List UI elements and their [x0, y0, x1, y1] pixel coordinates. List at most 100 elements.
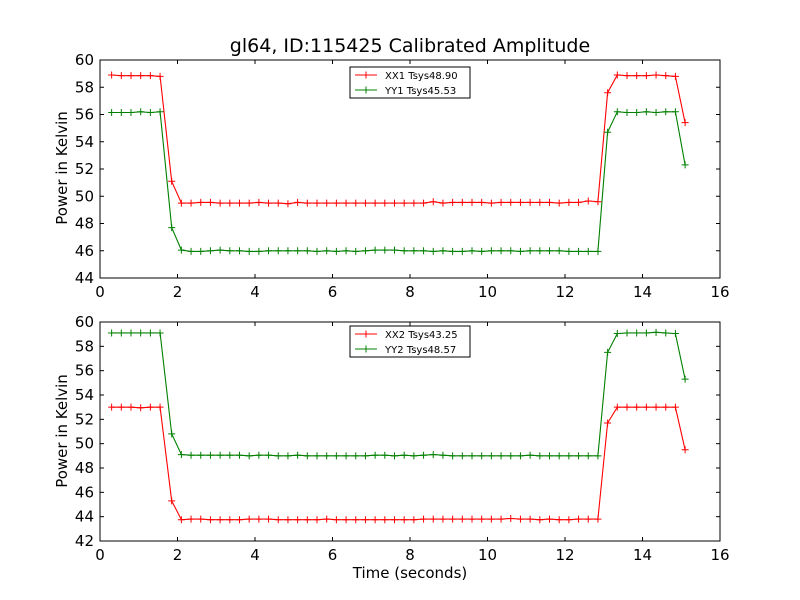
data-point: [156, 72, 164, 80]
data-point: [371, 516, 379, 524]
data-point: [662, 72, 670, 80]
data-point: [449, 452, 457, 460]
data-point: [371, 199, 379, 207]
data-point: [623, 72, 631, 80]
data-point: [439, 247, 447, 255]
data-point: [671, 330, 679, 338]
x-tick-label: 6: [328, 546, 338, 564]
data-point: [245, 199, 253, 207]
data-point: [516, 452, 524, 460]
data-point: [303, 452, 311, 460]
data-point: [546, 515, 553, 523]
data-point: [391, 246, 398, 254]
data-point: [303, 247, 311, 255]
data-point: [146, 108, 154, 116]
data-point: [565, 452, 573, 460]
data-point: [332, 247, 340, 255]
data-point: [633, 329, 641, 337]
y-tick-label: 48: [75, 215, 94, 233]
data-point: [245, 452, 253, 460]
x-tick-label: 16: [710, 546, 729, 564]
data-point: [429, 451, 437, 459]
data-point: [323, 515, 331, 523]
data-point: [458, 247, 466, 255]
data-point: [303, 199, 311, 207]
data-point: [681, 375, 689, 383]
data-point: [236, 451, 243, 459]
data-point: [468, 452, 476, 460]
data-point: [245, 247, 253, 255]
data-point: [332, 199, 340, 207]
data-point: [284, 452, 292, 460]
data-point: [255, 198, 263, 206]
data-point: [108, 329, 116, 337]
data-point: [187, 199, 195, 207]
data-point: [177, 516, 185, 524]
data-point: [604, 419, 612, 427]
data-point: [652, 71, 660, 79]
chart-2: Power in Kelvin Time (seconds) 0 2 4 6 8 10 12…: [53, 313, 730, 582]
data-point: [594, 247, 602, 255]
data-point: [226, 199, 234, 207]
data-point: [197, 451, 205, 459]
y-axis-label: Power in Kelvin: [53, 111, 71, 225]
data-point: [361, 516, 369, 524]
x-tick-label: 14: [633, 546, 652, 564]
data-point: [400, 451, 408, 459]
data-point: [487, 452, 495, 460]
data-point: [565, 198, 573, 206]
data-point: [478, 452, 486, 460]
x-tick-label: 6: [328, 283, 338, 301]
data-point: [623, 108, 631, 116]
data-point: [458, 452, 466, 460]
data-point: [555, 452, 563, 460]
data-point: [381, 516, 389, 524]
x-tick-label: 2: [173, 283, 183, 301]
data-point: [662, 108, 670, 116]
data-point: [458, 515, 466, 523]
data-point: [197, 198, 205, 206]
y-tick-label: 56: [75, 106, 94, 124]
data-point: [342, 516, 350, 524]
x-tick-label: 4: [250, 546, 260, 564]
y-tick-label: 52: [75, 410, 94, 428]
y-tick-label: 42: [75, 532, 94, 550]
data-point: [584, 515, 592, 523]
data-point: [156, 403, 164, 411]
x-tick-label: 8: [405, 546, 415, 564]
data-point: [575, 198, 583, 206]
data-point: [604, 348, 612, 356]
legend-marker: [362, 345, 370, 353]
data-point: [429, 247, 437, 255]
data-point: [468, 515, 476, 523]
x-tick-label: 2: [173, 546, 183, 564]
x-tick-label: 14: [633, 283, 652, 301]
series-line-1: [111, 406, 686, 521]
data-point: [536, 516, 544, 524]
data-point: [487, 515, 495, 523]
data-point: [108, 108, 116, 116]
y-tick-label: 46: [75, 242, 94, 260]
x-tick-label: 12: [555, 283, 574, 301]
data-point: [187, 247, 195, 255]
data-point: [613, 403, 621, 411]
data-point: [294, 451, 302, 459]
data-point: [156, 108, 164, 116]
data-point: [565, 247, 573, 255]
data-point: [294, 247, 302, 255]
data-point: [303, 516, 311, 524]
data-point: [613, 330, 621, 338]
data-point: [584, 197, 592, 205]
data-point: [671, 72, 679, 80]
data-point: [313, 247, 321, 255]
data-point: [216, 199, 224, 207]
x-tick-label: 0: [95, 546, 105, 564]
data-point: [323, 199, 331, 207]
data-point: [526, 451, 534, 459]
data-point: [478, 515, 486, 523]
data-point: [168, 497, 176, 505]
data-point: [633, 72, 641, 80]
data-point: [361, 199, 369, 207]
data-point: [391, 452, 398, 460]
data-point: [313, 516, 321, 524]
